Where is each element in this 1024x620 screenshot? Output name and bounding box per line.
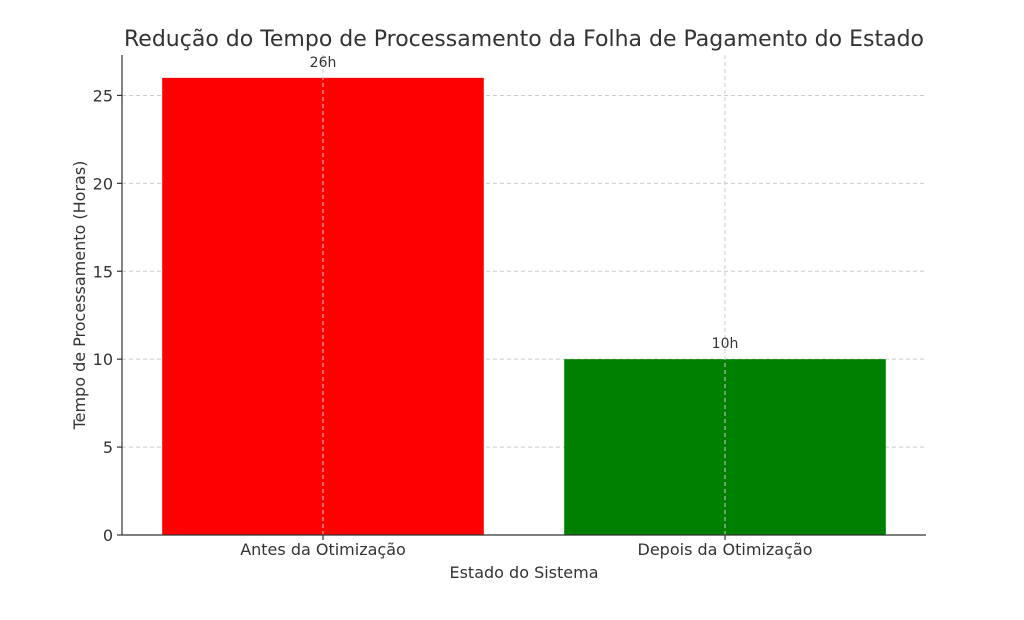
y-axis: 0 5 10 15 20 25 (93, 55, 123, 545)
y-tick-label: 20 (93, 174, 113, 193)
y-axis-title: Tempo de Processamento (Horas) (70, 161, 89, 431)
x-tick-label: Antes da Otimização (240, 540, 406, 559)
x-axis: Antes da Otimização Depois da Otimização (122, 534, 926, 559)
data-labels: 26h 10h (310, 55, 739, 352)
y-tick-label: 10 (93, 350, 113, 369)
bar-value-label: 10h (712, 336, 739, 352)
y-tick-label: 25 (93, 86, 113, 105)
bars (162, 77, 886, 535)
x-axis-title: Estado do Sistema (449, 563, 598, 582)
y-tick-label: 15 (93, 262, 113, 281)
x-tick-label: Depois da Otimização (638, 540, 813, 559)
y-tick-label: 0 (103, 526, 113, 545)
y-tick-label: 5 (103, 438, 113, 457)
chart-title: Redução do Tempo de Processamento da Fol… (124, 27, 924, 52)
bar-value-label: 26h (310, 55, 337, 71)
